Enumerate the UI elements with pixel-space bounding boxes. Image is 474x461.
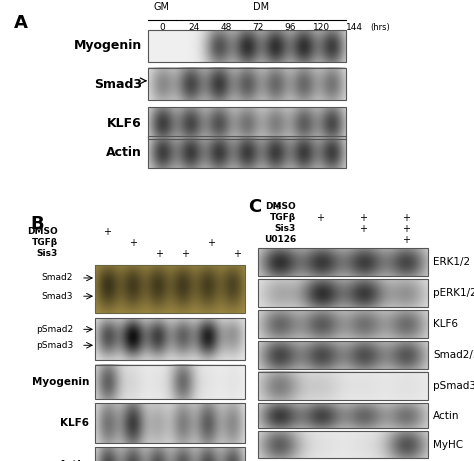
Text: +: + [359,224,367,234]
Text: +: + [359,213,367,223]
Bar [148,136,346,168]
Text: Myogenin: Myogenin [74,40,142,53]
Text: +: + [103,227,111,237]
Bar [95,365,245,399]
Text: 144: 144 [346,23,363,32]
Text: +: + [402,213,410,223]
Text: +: + [273,202,281,212]
Text: TGFβ: TGFβ [270,213,296,222]
Text: Smad3: Smad3 [94,77,142,90]
Text: TGFβ: TGFβ [32,238,58,247]
Bar [258,310,428,338]
Text: KLF6: KLF6 [60,418,89,428]
Bar [148,30,346,62]
Text: 48: 48 [220,23,232,32]
Bar [258,372,428,400]
Text: B: B [30,215,44,233]
Text: (hrs): (hrs) [370,23,390,32]
Text: Myogenin: Myogenin [32,377,89,387]
Bar [258,248,428,276]
Text: Sis3: Sis3 [275,224,296,233]
Text: DMSO: DMSO [265,202,296,211]
Bar [258,403,428,428]
Text: Smad3: Smad3 [42,292,73,301]
Text: +: + [402,224,410,234]
Text: 0: 0 [159,23,165,32]
Bar [148,68,346,100]
Text: +: + [316,213,324,223]
Text: Actin: Actin [106,146,142,159]
Bar [258,431,428,458]
Text: DM: DM [253,2,269,12]
Text: pSmad3: pSmad3 [36,341,73,350]
Bar [258,279,428,307]
Text: U0126: U0126 [264,235,296,244]
Bar [95,403,245,443]
Bar [258,341,428,369]
Text: 72: 72 [252,23,264,32]
Bar [95,447,245,461]
Text: pSmad2: pSmad2 [36,325,73,334]
Text: 96: 96 [284,23,296,32]
Text: Smad2/3: Smad2/3 [433,350,474,360]
Text: +: + [402,235,410,245]
Text: A: A [14,14,28,32]
Text: +: + [129,238,137,248]
Text: +: + [233,249,241,259]
Text: DMSO: DMSO [27,227,58,236]
Text: GM: GM [154,2,170,12]
Text: ERK1/2: ERK1/2 [433,257,470,267]
Bar [95,265,245,313]
Text: MyHC: MyHC [433,439,463,449]
Text: 24: 24 [188,23,200,32]
Text: KLF6: KLF6 [107,117,142,130]
Text: Smad2: Smad2 [42,273,73,283]
Text: +: + [155,249,163,259]
Text: Actin: Actin [433,410,459,420]
Text: Sis3: Sis3 [37,249,58,258]
Text: +: + [207,238,215,248]
Bar [95,318,245,360]
Text: pERK1/2: pERK1/2 [433,288,474,298]
Text: KLF6: KLF6 [433,319,458,329]
Text: C: C [248,198,261,216]
Text: 120: 120 [313,23,330,32]
Text: +: + [181,249,189,259]
Bar [148,107,346,139]
Text: Actin: Actin [59,460,89,461]
Text: pSmad3: pSmad3 [433,381,474,391]
